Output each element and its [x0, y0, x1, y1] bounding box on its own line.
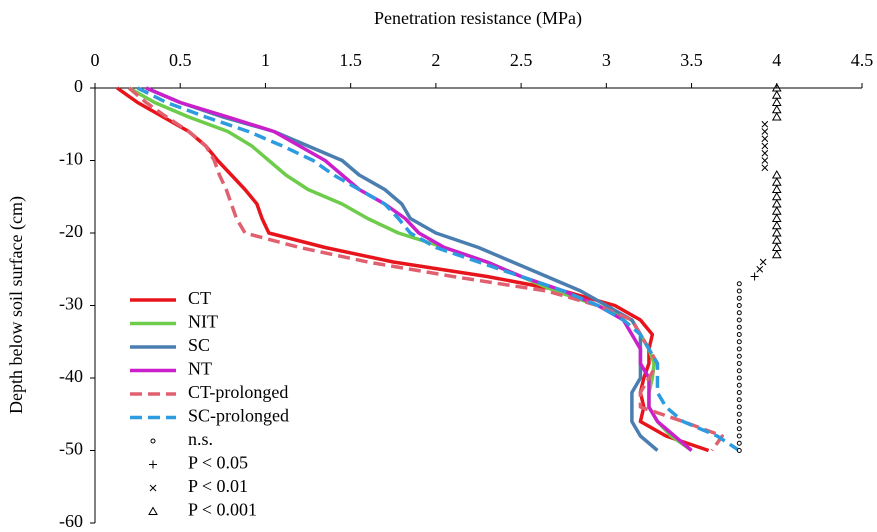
significance-marker: [736, 448, 742, 453]
significance-marker: [771, 213, 782, 222]
significance-marker: [771, 242, 782, 251]
legend-swatch: [149, 460, 157, 469]
significance-marker: [736, 310, 742, 316]
legend-label: NT: [188, 359, 212, 379]
significance-marker: [771, 206, 782, 215]
legend-label: CT: [188, 288, 211, 308]
significance-marker: [761, 135, 769, 143]
x-tick-label: 3: [602, 50, 611, 70]
y-tick-label: -10: [59, 149, 83, 169]
significance-marker: [736, 317, 742, 323]
x-tick-label: 1: [261, 50, 270, 70]
significance-marker: [736, 353, 742, 359]
legend-label: CT-prolonged: [188, 382, 288, 402]
y-tick-label: -30: [59, 294, 83, 314]
significance-marker: [761, 164, 769, 172]
significance-marker: [771, 198, 782, 208]
legend-swatch: [148, 506, 158, 515]
significance-marker: [736, 433, 742, 439]
significance-marker: [736, 288, 742, 294]
significance-marker: [736, 324, 742, 330]
significance-marker: [761, 149, 769, 157]
legend-swatch: [150, 438, 156, 444]
significance-marker: [736, 404, 742, 410]
significance-marker: [736, 411, 742, 417]
x-tick-label: 1.5: [339, 50, 362, 70]
legend-label: NIT: [188, 312, 218, 332]
significance-marker: [736, 332, 742, 337]
significance-marker: [761, 120, 769, 128]
legend-label: P < 0.05: [188, 453, 248, 473]
significance-marker: [736, 397, 742, 403]
x-tick-label: 0.5: [169, 50, 192, 70]
significance-marker: [771, 191, 782, 201]
x-tick-label: 4.5: [851, 50, 874, 70]
significance-marker: [736, 440, 742, 446]
significance-marker: [771, 111, 782, 121]
significance-marker: [756, 265, 764, 273]
significance-marker: [771, 97, 782, 106]
significance-marker: [771, 184, 782, 193]
significance-marker: [771, 220, 782, 230]
significance-marker: [761, 142, 769, 150]
y-tick-label: 0: [74, 76, 83, 96]
significance-marker: [736, 426, 742, 432]
significance-marker: [771, 104, 782, 114]
x-tick-label: 2: [431, 50, 440, 70]
legend-label: SC: [188, 335, 210, 355]
significance-marker: [736, 361, 742, 366]
significance-marker: [759, 258, 767, 266]
significance-marker: [736, 390, 742, 395]
significance-marker: [771, 227, 782, 237]
y-tick-label: -60: [59, 511, 83, 531]
legend-label: SC-prolonged: [188, 406, 289, 426]
significance-marker: [736, 382, 742, 388]
significance-marker: [771, 169, 782, 179]
significance-marker: [736, 375, 742, 381]
significance-marker: [761, 157, 769, 164]
y-axis-title: Depth below soil surface (cm): [6, 196, 27, 414]
y-tick-label: -50: [59, 439, 83, 459]
x-axis-title: Penetration resistance (MPa): [374, 8, 582, 29]
significance-marker: [736, 303, 742, 308]
significance-marker: [761, 128, 769, 135]
legend-swatch: [149, 484, 157, 492]
significance-marker: [736, 339, 742, 345]
significance-marker: [771, 249, 782, 259]
significance-marker: [736, 419, 742, 424]
significance-marker: [771, 235, 782, 244]
series-line: [127, 86, 724, 452]
series-line: [145, 86, 659, 452]
significance-marker: [736, 281, 742, 287]
legend-label: P < 0.01: [188, 476, 248, 496]
legend-label: n.s.: [188, 429, 213, 449]
x-tick-label: 2.5: [510, 50, 533, 70]
significance-marker: [736, 295, 742, 301]
significance-marker: [736, 346, 742, 352]
significance-marker: [736, 368, 742, 374]
y-tick-label: -40: [59, 366, 83, 386]
significance-marker: [771, 90, 782, 99]
significance-marker: [750, 272, 759, 281]
legend-label: P < 0.001: [188, 500, 257, 520]
x-tick-label: 0: [91, 50, 100, 70]
x-tick-label: 3.5: [680, 50, 703, 70]
series-line: [145, 86, 693, 452]
x-tick-label: 4: [772, 50, 781, 70]
significance-marker: [771, 177, 782, 186]
y-tick-label: -20: [59, 221, 83, 241]
